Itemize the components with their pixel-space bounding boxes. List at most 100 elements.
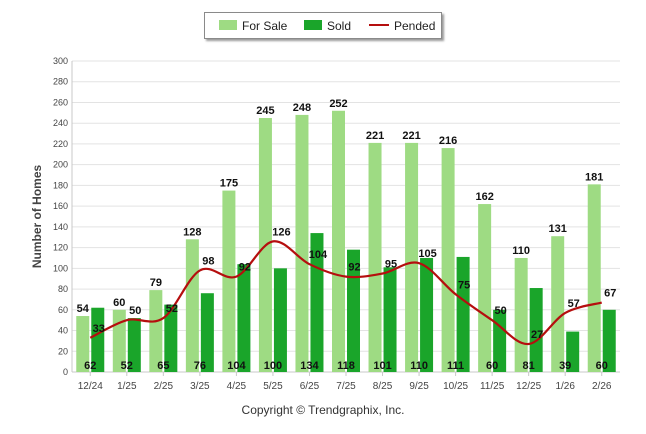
data-label-for-sale: 79	[150, 277, 162, 289]
bar-sold	[91, 307, 105, 372]
data-label-sold: 62	[84, 360, 96, 372]
data-label-sold: 52	[121, 360, 133, 372]
y-tick-label: 20	[58, 346, 68, 356]
data-label-for-sale: 216	[439, 135, 457, 147]
data-label-pended: 50	[495, 305, 507, 317]
x-tick-label: 8/25	[373, 381, 393, 392]
bar-sold	[237, 264, 251, 372]
x-tick-label: 10/25	[443, 381, 468, 392]
data-label-for-sale: 181	[585, 171, 603, 183]
data-label-sold: 76	[194, 360, 206, 372]
line-pended	[89, 240, 603, 346]
data-label-pended: 92	[239, 262, 251, 274]
bar-for-sale	[295, 114, 309, 372]
y-tick-label: 140	[53, 222, 68, 232]
x-tick-label: 2/26	[592, 381, 612, 392]
bar-sold	[127, 318, 141, 372]
y-tick-label: 40	[58, 326, 68, 336]
data-label-pended: 52	[166, 303, 178, 315]
y-tick-label: 120	[53, 243, 68, 253]
bar-for-sale	[587, 184, 601, 372]
data-label-pended: 50	[129, 305, 141, 317]
legend: For Sale Sold Pended	[204, 12, 442, 39]
data-label-sold: 81	[523, 360, 535, 372]
y-tick-label: 60	[58, 305, 68, 315]
data-label-for-sale: 128	[183, 226, 201, 238]
x-tick-label: 1/26	[555, 381, 575, 392]
x-tick-label: 11/25	[480, 381, 505, 392]
data-label-sold: 100	[264, 360, 282, 372]
y-tick-label: 160	[53, 201, 68, 211]
data-label-pended: 92	[348, 262, 360, 274]
x-tick-label: 2/25	[154, 381, 174, 392]
bar-for-sale	[551, 236, 565, 372]
bar-for-sale	[514, 257, 528, 372]
bar-sold	[602, 309, 616, 372]
data-label-sold: 110	[410, 360, 428, 372]
data-label-sold: 60	[596, 360, 608, 372]
data-label-for-sale: 245	[256, 105, 274, 117]
data-label-sold: 134	[300, 360, 319, 372]
y-tick-label: 180	[53, 180, 68, 190]
x-tick-label: 4/25	[227, 381, 247, 392]
data-label-sold: 111	[447, 360, 464, 372]
x-tick-label: 9/25	[409, 381, 429, 392]
data-label-for-sale: 221	[366, 130, 384, 142]
data-label-for-sale: 162	[475, 191, 493, 203]
data-label-for-sale: 221	[402, 130, 420, 142]
y-tick-label: 80	[58, 284, 68, 294]
data-label-pended: 126	[272, 226, 290, 238]
bar-sold	[273, 268, 287, 372]
bar-for-sale	[478, 204, 492, 372]
x-tick-label: 12/25	[516, 381, 541, 392]
bar-sold	[493, 309, 507, 372]
bar-sold	[310, 233, 324, 372]
data-label-for-sale: 54	[77, 303, 90, 315]
bar-for-sale	[149, 290, 163, 372]
y-tick-label: 0	[63, 367, 68, 377]
data-label-sold: 104	[227, 360, 246, 372]
data-label-sold: 101	[373, 360, 391, 372]
legend-swatch-sold	[304, 20, 322, 30]
bar-sold	[164, 304, 178, 372]
bar-for-sale	[332, 110, 345, 372]
data-label-for-sale: 131	[549, 223, 567, 235]
x-tick-label: 6/25	[300, 381, 320, 392]
data-label-for-sale: 252	[329, 98, 347, 110]
bar-sold	[420, 257, 434, 372]
y-tick-label: 280	[53, 77, 68, 87]
copyright-text: Copyright © Trendgraphix, Inc.	[241, 403, 405, 417]
x-tick-label: 12/24	[78, 381, 103, 392]
bar-sold	[383, 267, 397, 372]
y-tick-label: 220	[53, 139, 68, 149]
data-label-for-sale: 175	[220, 178, 238, 190]
data-label-sold: 118	[337, 360, 355, 372]
data-label-pended: 75	[458, 279, 470, 291]
legend-label-pended: Pended	[394, 19, 436, 33]
data-label-pended: 57	[568, 298, 580, 310]
data-label-pended: 98	[202, 255, 214, 267]
x-tick-label: 5/25	[263, 381, 283, 392]
y-tick-label: 260	[53, 97, 68, 107]
data-label-sold: 60	[486, 360, 498, 372]
legend-label-sold: Sold	[327, 19, 352, 33]
data-label-pended: 33	[93, 323, 105, 335]
bar-sold	[566, 331, 580, 372]
data-label-pended: 104	[309, 249, 328, 261]
legend-swatch-for-sale	[219, 20, 237, 30]
legend-line-pended	[369, 24, 389, 26]
y-tick-label: 200	[53, 160, 68, 170]
bar-sold	[456, 256, 470, 372]
data-label-pended: 67	[604, 288, 616, 300]
bar-for-sale	[441, 148, 455, 372]
data-label-for-sale: 110	[512, 245, 530, 257]
y-axis-title: Number of Homes	[30, 165, 44, 269]
data-label-pended: 27	[531, 329, 543, 341]
bar-for-sale	[76, 316, 90, 372]
x-tick-label: 3/25	[190, 381, 210, 392]
bar-for-sale	[405, 142, 419, 372]
bar-for-sale	[185, 239, 199, 372]
y-tick-label: 240	[53, 118, 68, 128]
bar-sold	[529, 288, 543, 372]
data-label-pended: 105	[418, 248, 436, 260]
